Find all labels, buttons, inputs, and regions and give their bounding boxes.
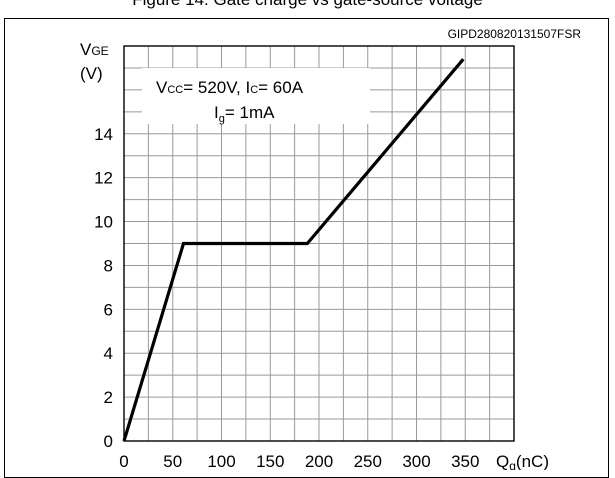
y-tick-label: 8 bbox=[104, 256, 113, 275]
conditions-line-2: Ig= 1mA bbox=[214, 103, 275, 125]
x-axis-unit: (nC) bbox=[516, 452, 549, 470]
y-tick-label: 6 bbox=[104, 300, 113, 319]
x-axis-subscript: g bbox=[509, 459, 516, 470]
x-tick-label: 100 bbox=[207, 452, 235, 470]
x-tick-label: 50 bbox=[163, 452, 182, 470]
y-axis-label: VGE bbox=[80, 40, 109, 59]
y-tick-label: 4 bbox=[104, 344, 113, 363]
y-tick-label: 12 bbox=[94, 169, 113, 188]
x-tick-label: 150 bbox=[256, 452, 284, 470]
y-tick-label: 14 bbox=[94, 125, 113, 144]
conditions-box bbox=[142, 68, 370, 124]
ig-subscript: g bbox=[219, 113, 225, 125]
y-axis-subscript: GE bbox=[91, 44, 108, 58]
x-axis-symbol: Q bbox=[496, 452, 509, 470]
figure-caption: Figure 14. Gate charge vs gate-source vo… bbox=[0, 0, 615, 10]
y-tick-label: 2 bbox=[104, 388, 113, 407]
conditions-line-1: VCC= 520V, IC= 60A bbox=[156, 78, 304, 97]
ic-subscript: C bbox=[250, 84, 258, 96]
x-axis-label: Qg(nC) bbox=[496, 452, 549, 470]
series-line bbox=[122, 58, 465, 442]
x-tick-label: 300 bbox=[402, 452, 430, 470]
vcc-value: = 520V, I bbox=[183, 78, 250, 97]
x-tick-label: 350 bbox=[451, 452, 479, 470]
y-tick-label: 10 bbox=[94, 213, 113, 232]
x-tick-label: 0 bbox=[119, 452, 128, 470]
x-tick-label: 200 bbox=[305, 452, 333, 470]
axes bbox=[123, 45, 515, 442]
y-tick-label: 0 bbox=[104, 432, 113, 451]
vcc-subscript: CC bbox=[167, 84, 183, 96]
figure-code: GIPD280820131507FSR bbox=[448, 27, 582, 41]
series-layer bbox=[122, 58, 465, 442]
x-tick-label: 250 bbox=[354, 452, 382, 470]
ig-value: = 1mA bbox=[225, 103, 275, 122]
y-axis-symbol: V bbox=[80, 40, 92, 59]
y-axis-unit: (V) bbox=[80, 64, 103, 83]
tick-labels: 0 50 100 150 200 250 300 350 0 2 4 6 8 10 12 14 bbox=[94, 125, 479, 470]
ic-value: = 60A bbox=[258, 78, 304, 97]
plot-border bbox=[123, 45, 515, 442]
vcc-symbol: V bbox=[156, 78, 168, 97]
ig-symbol: I bbox=[214, 103, 219, 122]
